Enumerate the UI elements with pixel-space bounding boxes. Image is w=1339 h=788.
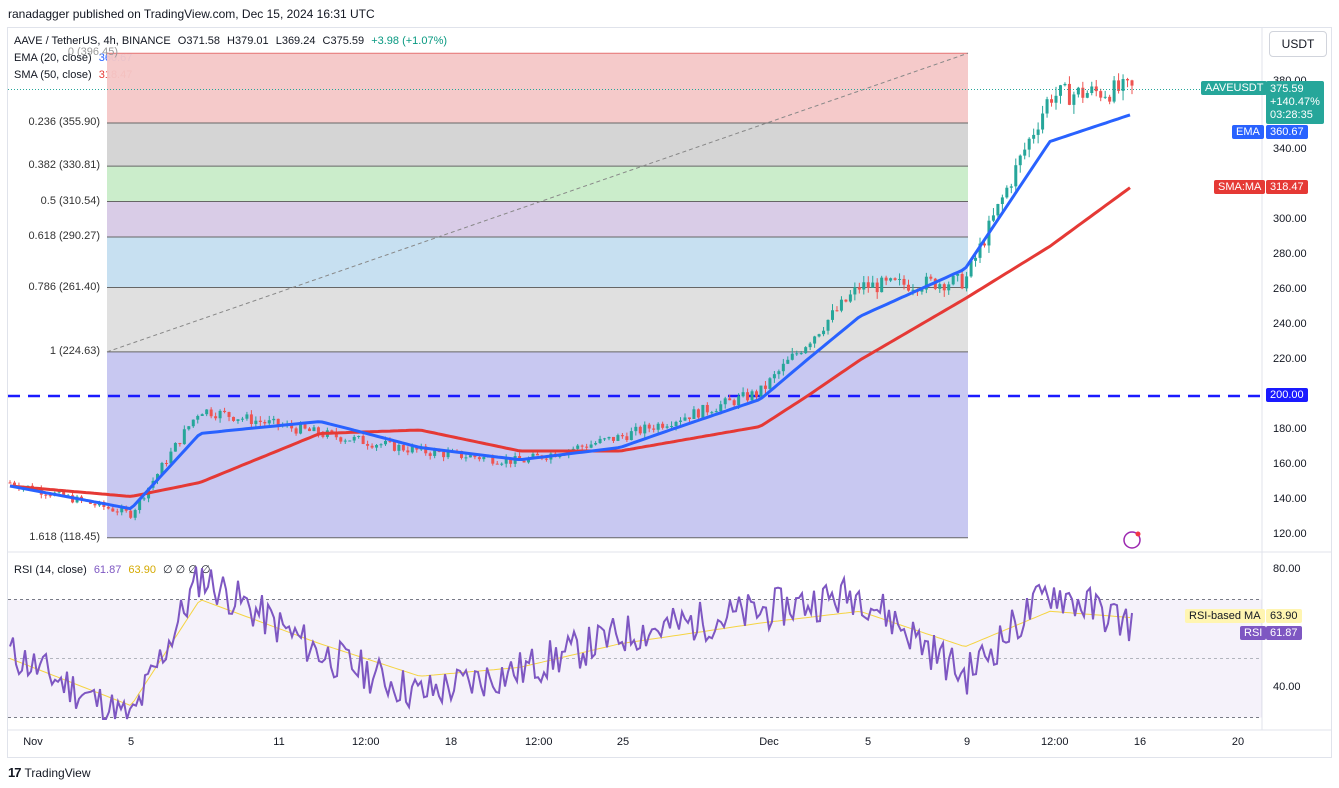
- brand-name: TradingView: [24, 765, 91, 780]
- rsi-ma-price-tag: 63.90: [1266, 609, 1302, 624]
- time-axis-tick: 18: [444, 736, 458, 748]
- price-axis-tick: 160.00: [1273, 458, 1307, 470]
- price-axis-tick: 300.00: [1273, 213, 1307, 225]
- time-axis-tick: Nov: [23, 736, 43, 748]
- time-axis-tick: 25: [616, 736, 630, 748]
- price-axis-tick: 340.00: [1273, 143, 1307, 155]
- price-axis-tick: 120.00: [1273, 528, 1307, 540]
- time-axis-tick: 12:00: [1041, 736, 1069, 748]
- fib-label: 0.618 (290.27): [28, 230, 100, 243]
- price-axis-tick: 280.00: [1273, 248, 1307, 260]
- close-value: C375.59: [322, 35, 365, 47]
- time-axis-tick: 9: [963, 736, 971, 748]
- price-axis-tick: 260.00: [1273, 283, 1307, 295]
- time-axis-tick: 12:00: [352, 736, 380, 748]
- ema-price-tag: 360.67: [1266, 124, 1308, 139]
- rsi-legend[interactable]: RSI (14, close) 61.87 63.90 ∅ ∅ ∅ ∅: [14, 563, 211, 576]
- price-axis-tick: 140.00: [1273, 493, 1307, 505]
- sma-price-tag: 318.47: [1266, 179, 1308, 194]
- fib-label: 1.618 (118.45): [29, 530, 100, 543]
- time-axis-tick: 16: [1133, 736, 1147, 748]
- change-percent: +140.47%: [1270, 96, 1320, 109]
- fib-label: 0.786 (261.40): [28, 280, 100, 293]
- low-value: L369.24: [275, 35, 316, 47]
- publisher-line: ranadagger published on TradingView.com,…: [8, 7, 375, 21]
- time-axis-tick: 11: [273, 736, 285, 748]
- sma-legend[interactable]: SMA (50, close) 318.47: [14, 69, 132, 81]
- currency-button[interactable]: USDT: [1269, 31, 1327, 57]
- sma-legend-label: SMA (50, close): [14, 69, 92, 81]
- fib-label: 0.236 (355.90): [28, 115, 100, 128]
- symbol-legend: AAVE / TetherUS, 4h, BINANCE O371.58 H37…: [14, 35, 447, 47]
- price-axis-tick: 180.00: [1273, 423, 1307, 435]
- open-value: O371.58: [177, 35, 220, 47]
- chart-frame: [7, 27, 1332, 758]
- fib-label: 0 (396.45): [67, 46, 118, 59]
- rsi-name-tag: RSI: [1240, 626, 1267, 641]
- time-axis-tick: 5: [127, 736, 135, 748]
- symbol-price-tag: AAVEUSDT: [1201, 81, 1268, 96]
- time-axis-tick: 5: [864, 736, 872, 748]
- ema-name-tag: EMA: [1232, 124, 1264, 139]
- ema-legend-label: EMA (20, close): [14, 52, 92, 64]
- rsi-ma-name-tag: RSI-based MA: [1185, 609, 1265, 624]
- footer: 17 TradingView: [8, 765, 91, 780]
- price-axis-tick: 240.00: [1273, 318, 1307, 330]
- fib-label: 1 (224.63): [49, 344, 100, 357]
- sma-legend-value: 318.47: [98, 69, 133, 81]
- time-axis-tick: 12:00: [525, 736, 553, 748]
- rsi-ma-legend-value: 63.90: [128, 564, 156, 576]
- symbol-title[interactable]: AAVE / TetherUS, 4h, BINANCE: [14, 35, 171, 47]
- rsi-price-tag: 61.87: [1266, 626, 1302, 641]
- support-price-tag: 200.00: [1266, 388, 1308, 402]
- rsi-legend-value: 61.87: [93, 564, 122, 576]
- fib-label: 0.382 (330.81): [28, 159, 100, 172]
- rsi-axis-tick: 80.00: [1273, 563, 1301, 575]
- last-price-tag: 375.59 +140.47% 03:28:35: [1266, 81, 1324, 125]
- last-price-value: 375.59: [1270, 83, 1304, 96]
- time-axis-tick: 20: [1231, 736, 1245, 748]
- candle-countdown: 03:28:35: [1270, 109, 1313, 122]
- rsi-extra-values: ∅ ∅ ∅ ∅: [163, 564, 211, 576]
- rsi-axis-tick: 40.00: [1273, 681, 1301, 693]
- price-axis-tick: 220.00: [1273, 353, 1307, 365]
- fib-label: 0.5 (310.54): [40, 194, 100, 207]
- sma-name-tag: SMA:MA: [1214, 179, 1266, 194]
- high-value: H379.01: [227, 35, 269, 47]
- change-value: +3.98 (+1.07%): [371, 35, 448, 47]
- time-axis-tick: Dec: [759, 736, 779, 748]
- rsi-legend-label: RSI (14, close): [14, 564, 87, 576]
- tradingview-logo: 17: [8, 765, 22, 780]
